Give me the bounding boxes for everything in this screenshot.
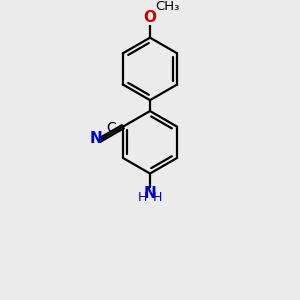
Text: CH₃: CH₃: [155, 0, 180, 13]
Text: H: H: [138, 191, 147, 204]
Text: N: N: [144, 186, 156, 201]
Text: O: O: [143, 10, 157, 25]
Text: C: C: [106, 121, 116, 135]
Text: N: N: [89, 131, 102, 146]
Text: H: H: [153, 191, 162, 204]
